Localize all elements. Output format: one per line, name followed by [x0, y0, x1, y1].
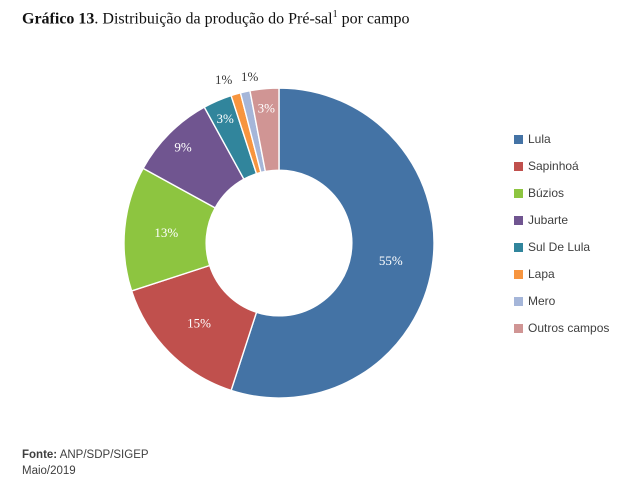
pie-slice-lula [230, 87, 435, 399]
legend-item-lapa: Lapa [514, 268, 609, 281]
legend-swatch [514, 270, 523, 279]
chart-title-suffix: por campo [337, 10, 410, 28]
data-label-jubarte: 9% [174, 140, 192, 155]
legend-swatch [514, 189, 523, 198]
data-label-sul-de-lula: 3% [216, 111, 234, 126]
legend-label: Jubarte [528, 213, 569, 227]
legend-item-outros-campos: Outros campos [514, 322, 609, 335]
legend-swatch [514, 216, 523, 225]
data-label-sapinhoá: 15% [187, 316, 211, 331]
legend: Lula Sapinhoá Búzios Jubarte Sul De Lula Lapa… [514, 133, 609, 349]
legend-item-sul-de-lula: Sul De Lula [514, 241, 609, 254]
legend-swatch [514, 135, 523, 144]
legend-item-búzios: Búzios [514, 187, 609, 200]
data-label-búzios: 13% [154, 225, 178, 240]
chart-title-main: . Distribuição da produção do Pré-sal [94, 10, 333, 28]
legend-label: Búzios [528, 186, 565, 200]
chart-title-number: Gráfico 13 [22, 10, 95, 28]
source-note: Fonte: ANP/SDP/SIGEP Maio/2019 [22, 447, 149, 479]
legend-swatch [514, 297, 523, 306]
legend-item-lula: Lula [514, 133, 609, 146]
data-label-lula: 55% [379, 253, 403, 268]
legend-item-jubarte: Jubarte [514, 214, 609, 227]
source-value: ANP/SDP/SIGEP [57, 449, 149, 461]
legend-label: Sapinhoá [528, 159, 579, 173]
legend-label: Mero [528, 294, 556, 308]
legend-item-mero: Mero [514, 295, 609, 308]
pie-slice-outros-campos [249, 87, 280, 173]
chart-title-footnote-marker: 1 [332, 9, 338, 20]
legend-swatch [514, 162, 523, 171]
legend-swatch [514, 243, 523, 252]
chart-title: Gráfico 13. Distribuição da produção do … [22, 9, 410, 28]
legend-label: Lula [528, 132, 551, 146]
pie-slice-sapinhoá [130, 264, 258, 392]
legend-label: Lapa [528, 267, 555, 281]
source-line: Fonte: ANP/SDP/SIGEP [22, 447, 149, 463]
legend-item-sapinhoá: Sapinhoá [514, 160, 609, 173]
date-note: Maio/2019 [22, 465, 76, 477]
source-label: Fonte: [22, 449, 58, 461]
legend-label: Sul De Lula [528, 240, 591, 254]
legend-swatch [514, 324, 523, 333]
data-label-outros-campos: 3% [258, 100, 276, 115]
legend-label: Outros campos [528, 321, 610, 335]
data-label-lapa: 1% [215, 72, 233, 87]
data-label-mero: 1% [241, 69, 259, 84]
